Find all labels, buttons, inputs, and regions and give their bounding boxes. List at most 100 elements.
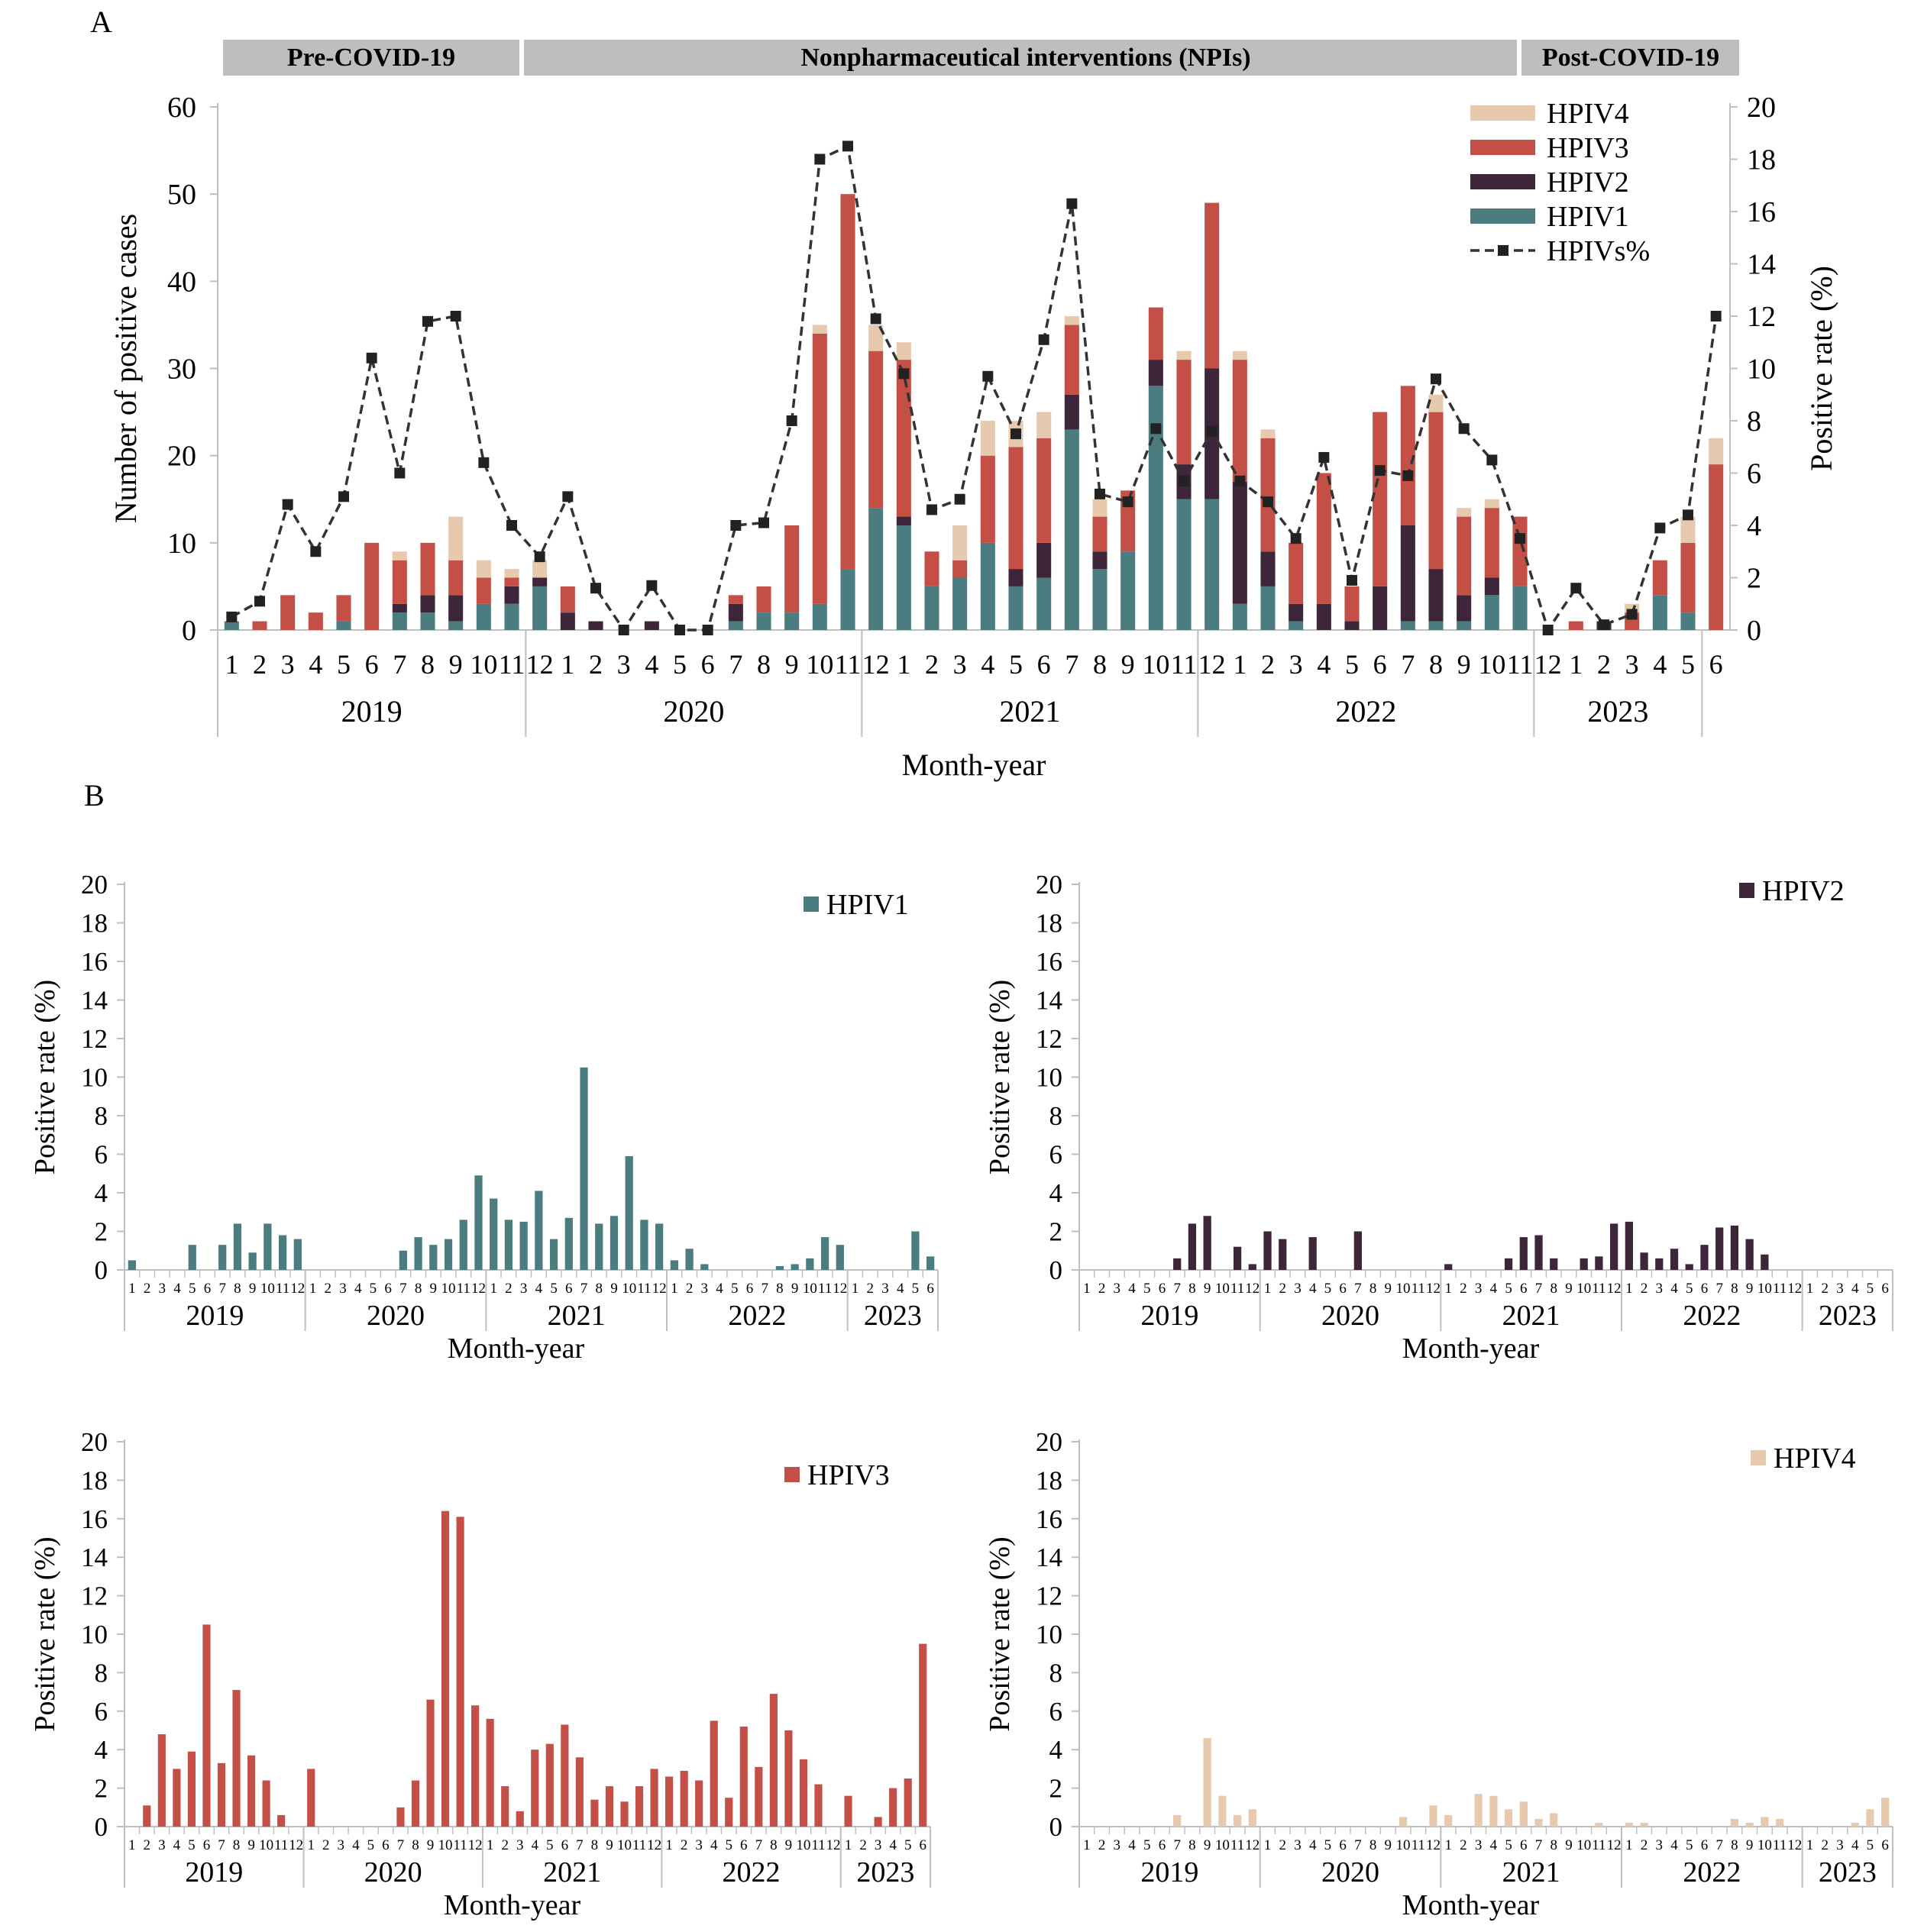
bar-hpiv4 (1745, 1822, 1754, 1827)
x-tick-label: 5 (1345, 649, 1359, 680)
x-tick-label: 4 (710, 1837, 718, 1853)
x-tick-label: 2 (681, 1837, 688, 1853)
bar-hpiv4 (1092, 499, 1108, 517)
x-tick-label: 10 (441, 1281, 456, 1297)
bar-hpiv1 (420, 612, 435, 630)
bar-hpiv3 (952, 560, 968, 578)
x-tick-label: 2 (505, 1281, 513, 1297)
x-tick-label: 6 (1159, 1281, 1166, 1297)
y-tick-label: 0 (1049, 1812, 1063, 1842)
y-tick-label-left: 60 (167, 92, 196, 124)
x-tick-label: 2 (1261, 649, 1275, 680)
line-point (646, 580, 658, 591)
bar-hpiv2 (1373, 586, 1388, 630)
bar-hpiv3 (650, 1769, 658, 1827)
bar-hpiv4 (1484, 499, 1499, 509)
x-tick-label: 5 (370, 1281, 377, 1297)
line-point (394, 467, 406, 479)
line-point (842, 141, 853, 152)
x-tick-label: 8 (1093, 649, 1107, 680)
x-tick-label: 7 (1715, 1281, 1723, 1297)
x-tick-label: 2 (1098, 1837, 1106, 1853)
bar-hpiv3 (1457, 516, 1472, 596)
bar-hpiv1 (476, 603, 491, 630)
x-tick-label: 6 (1520, 1281, 1528, 1297)
bar-hpiv1 (980, 542, 995, 630)
x-tick-label: 1 (1625, 1281, 1633, 1297)
x-tick-label: 2 (144, 1837, 151, 1853)
x-tick-label: 10 (1396, 1837, 1411, 1853)
y-tick-label: 18 (81, 1465, 108, 1495)
bar-hpiv1 (1148, 386, 1163, 630)
x-tick-label: 11 (453, 1837, 467, 1853)
period-bands: Pre-COVID-19 Nonpharmaceutical intervent… (223, 40, 1739, 76)
x-tick-label: 1 (1806, 1281, 1814, 1297)
x-tick-label: 3 (1625, 649, 1639, 680)
y-tick-label-right: 2 (1747, 563, 1761, 595)
bar-hpiv3 (1428, 412, 1444, 570)
x-tick-label: 4 (173, 1837, 181, 1853)
y-axis-title: Positive rate (%) (29, 980, 61, 1174)
x-tick-label: 8 (1731, 1837, 1738, 1853)
x-tick-label: 11 (1411, 1837, 1425, 1853)
x-tick-label: 10 (796, 1837, 810, 1853)
x-tick-label: 2 (253, 649, 267, 680)
x-tick-label: 3 (617, 649, 631, 680)
x-tick-label: 4 (889, 1837, 897, 1853)
bar-hpiv3 (710, 1720, 718, 1827)
x-tick-label: 8 (1188, 1837, 1196, 1853)
bar-hpiv4 (980, 421, 995, 456)
bar-hpiv2 (1279, 1239, 1287, 1270)
y-axis-title-left: Number of positive cases (108, 214, 143, 523)
x-axis-title: Month-year (1402, 1889, 1540, 1921)
year-label: 2021 (999, 694, 1060, 729)
bar-hpiv2 (1092, 551, 1108, 570)
x-tick-label: 12 (1426, 1281, 1441, 1297)
x-tick-label: 8 (421, 649, 435, 680)
bar-hpiv4 (1248, 1809, 1256, 1827)
x-tick-label: 8 (1369, 1281, 1377, 1297)
bar-hpiv2 (1534, 1235, 1543, 1270)
bar-hpiv1 (519, 1221, 528, 1270)
year-label: 2023 (1819, 1856, 1877, 1888)
bar-hpiv2 (504, 586, 519, 604)
y-tick-label: 16 (81, 947, 108, 977)
x-tick-label: 9 (1565, 1281, 1573, 1297)
bar-hpiv4 (1260, 429, 1276, 438)
x-tick-label: 7 (399, 1281, 407, 1297)
bar-hpiv3 (277, 1814, 286, 1827)
x-tick-label: 1 (307, 1837, 315, 1853)
bar-hpiv1 (700, 1264, 709, 1270)
line-point (1066, 198, 1078, 209)
bar-hpiv3 (247, 1755, 256, 1827)
y-tick-label: 10 (81, 1063, 108, 1093)
bar-hpiv1 (640, 1220, 648, 1270)
x-tick-label: 1 (1264, 1837, 1272, 1853)
line-point (282, 499, 293, 510)
legend-label: HPIV4 (1774, 1443, 1856, 1475)
x-tick-label: 11 (632, 1837, 646, 1853)
bar-hpiv4 (1761, 1817, 1769, 1827)
bar-hpiv3 (1148, 307, 1163, 360)
bar-hpiv2 (1580, 1258, 1588, 1270)
bar-hpiv1 (188, 1245, 196, 1270)
bar-hpiv1 (1064, 429, 1079, 630)
year-label: 2021 (1502, 1856, 1560, 1888)
bar-hpiv3 (486, 1718, 494, 1827)
x-tick-label: 9 (1746, 1281, 1754, 1297)
bar-hpiv2 (1444, 1264, 1453, 1270)
x-tick-label: 3 (1836, 1837, 1844, 1853)
x-tick-label: 6 (1159, 1837, 1166, 1853)
bar-hpiv1 (1205, 499, 1220, 630)
x-tick-label: 4 (981, 649, 994, 680)
bar-hpiv1 (952, 577, 968, 630)
bar-hpiv2 (1625, 1221, 1633, 1270)
x-tick-label: 10 (1142, 649, 1169, 680)
bar-hpiv1 (580, 1067, 588, 1270)
y-tick-label-left: 30 (167, 354, 196, 386)
bar-hpiv4 (1595, 1822, 1603, 1827)
x-tick-label: 2 (1641, 1281, 1648, 1297)
x-tick-label: 7 (576, 1837, 584, 1853)
line-point (1150, 423, 1162, 435)
